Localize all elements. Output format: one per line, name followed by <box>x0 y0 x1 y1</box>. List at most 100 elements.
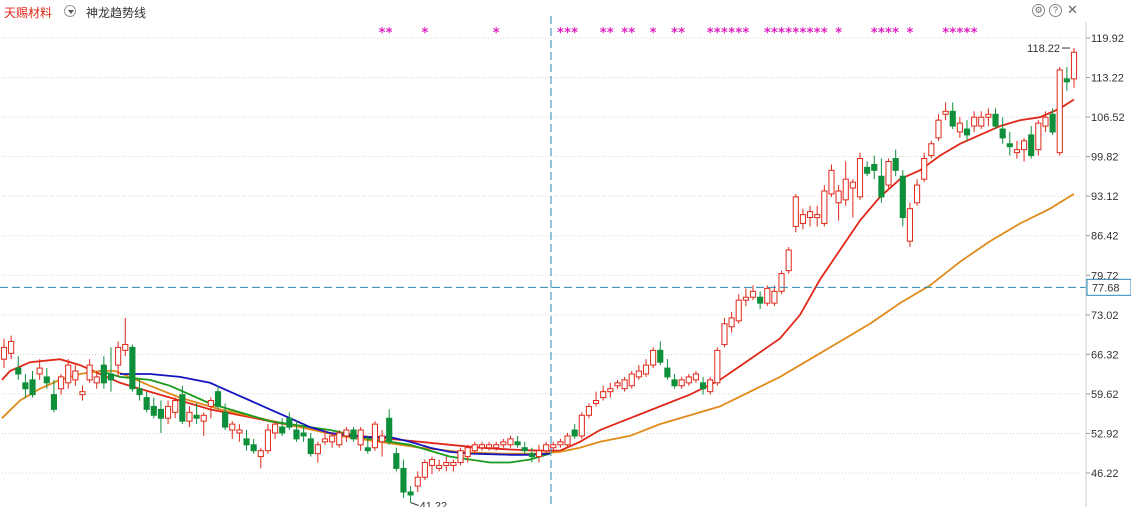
candle-body-down <box>1006 143 1013 148</box>
candle-body-up <box>592 400 600 404</box>
candle-body-down <box>364 447 371 452</box>
candle-body-up <box>942 110 949 115</box>
candle-body-down <box>279 426 286 434</box>
star-marker: * <box>571 26 578 41</box>
star-marker: * <box>728 26 735 41</box>
candle-body-down <box>514 441 521 446</box>
candle-body-down <box>699 382 707 390</box>
candle-body-up <box>771 290 778 304</box>
candle-body-up <box>93 376 100 384</box>
candle-body-up <box>714 349 721 384</box>
candle-body-down <box>864 166 871 174</box>
help-icon[interactable]: ? <box>1049 4 1062 17</box>
candle-body-up <box>1013 149 1021 154</box>
candle-body-down <box>179 394 186 422</box>
indicator-name[interactable]: 神龙趋势线 <box>86 6 147 20</box>
candle-body-up <box>1056 69 1063 154</box>
star-marker: * <box>671 26 678 41</box>
star-marker: * <box>835 26 842 41</box>
candle-body-up <box>378 435 386 443</box>
moving-average-line <box>120 373 551 456</box>
y-tick-label: 52.92 <box>1091 428 1119 440</box>
candle-body-down <box>350 429 357 440</box>
candle-body-up <box>471 444 478 452</box>
candle-body-down <box>136 388 143 396</box>
candle-body-down <box>150 405 157 416</box>
candle-body-up <box>692 373 700 381</box>
candle-body-down <box>407 491 414 496</box>
candle-body-up <box>443 461 450 466</box>
crosshair-price-label: 77.68 <box>1092 282 1120 294</box>
candle-body-up <box>1070 51 1078 80</box>
candle-body-up <box>72 370 79 381</box>
star-marker: * <box>379 26 386 41</box>
candle-body-down <box>100 364 107 384</box>
candle-body-up <box>371 423 379 449</box>
y-tick-label: 93.12 <box>1091 191 1119 203</box>
chevron-down-icon[interactable] <box>64 5 76 17</box>
candle-body-up <box>321 438 329 443</box>
star-marker: * <box>892 26 899 41</box>
candle-body-up <box>343 429 350 437</box>
star-marker: * <box>792 26 799 41</box>
candle-body-up <box>585 405 593 416</box>
y-tick-label: 79.72 <box>1091 270 1119 282</box>
star-marker: * <box>557 26 564 41</box>
stock-name[interactable]: 天赐材料 <box>4 6 53 20</box>
star-marker: * <box>707 26 714 41</box>
star-marker: * <box>785 26 792 41</box>
star-marker: * <box>621 26 628 41</box>
candle-body-up <box>956 122 963 133</box>
candle-body-down <box>15 367 22 375</box>
candle-body-up <box>264 429 272 452</box>
candle-body-up <box>485 444 493 449</box>
settings-icon[interactable]: ⚙ <box>1032 4 1045 17</box>
candle-body-up <box>115 346 122 366</box>
candle-body-down <box>393 453 400 469</box>
candle-body-up <box>835 190 842 204</box>
star-markers: * * * * * * * * * * * * * * * * * * * * * * * * * * * * * * * * * * * * * * * * <box>379 26 978 41</box>
candle-body-up <box>600 391 607 399</box>
star-marker: * <box>942 26 949 41</box>
candle-body-down <box>243 438 250 446</box>
candle-body-up <box>229 423 236 431</box>
star-marker: * <box>878 26 885 41</box>
candle-body-up <box>500 441 507 446</box>
candle-body-up <box>65 364 72 384</box>
y-tick-label: 106.52 <box>1091 112 1125 124</box>
candle-body-down <box>992 113 999 127</box>
candle-body-up <box>336 432 343 446</box>
candle-body-down <box>22 382 29 390</box>
candle-body-down <box>571 429 578 437</box>
candle-body-up <box>543 444 550 452</box>
candle-body-up <box>792 196 799 227</box>
candle-body-up <box>436 464 443 469</box>
low-marker <box>410 502 419 506</box>
candle-body-up <box>186 411 193 422</box>
star-marker: * <box>885 26 892 41</box>
candle-body-up <box>978 116 985 127</box>
candle-body-up <box>1035 122 1042 151</box>
candle-body-up <box>650 349 657 366</box>
candle-body-up <box>607 388 614 393</box>
star-marker: * <box>735 26 742 41</box>
candle-body-up <box>271 423 279 434</box>
star-marker: * <box>628 26 635 41</box>
candle-body-down <box>193 414 200 419</box>
candle-body-up <box>0 346 8 360</box>
star-marker: * <box>964 26 971 41</box>
candle-body-up <box>450 461 457 466</box>
close-icon[interactable]: ✕ <box>1067 2 1078 17</box>
candle-body-up <box>778 273 785 292</box>
candle-body-up <box>678 379 685 387</box>
candle-body-up <box>200 414 207 422</box>
candle-body-down <box>50 394 58 410</box>
candle-body-up <box>329 435 336 443</box>
y-tick-label: 86.42 <box>1091 231 1119 243</box>
candle-body-down <box>222 411 229 428</box>
star-marker: * <box>771 26 778 41</box>
candle-body-up <box>614 382 621 387</box>
candle-body-down <box>157 408 165 419</box>
candle-body-up <box>507 438 514 446</box>
